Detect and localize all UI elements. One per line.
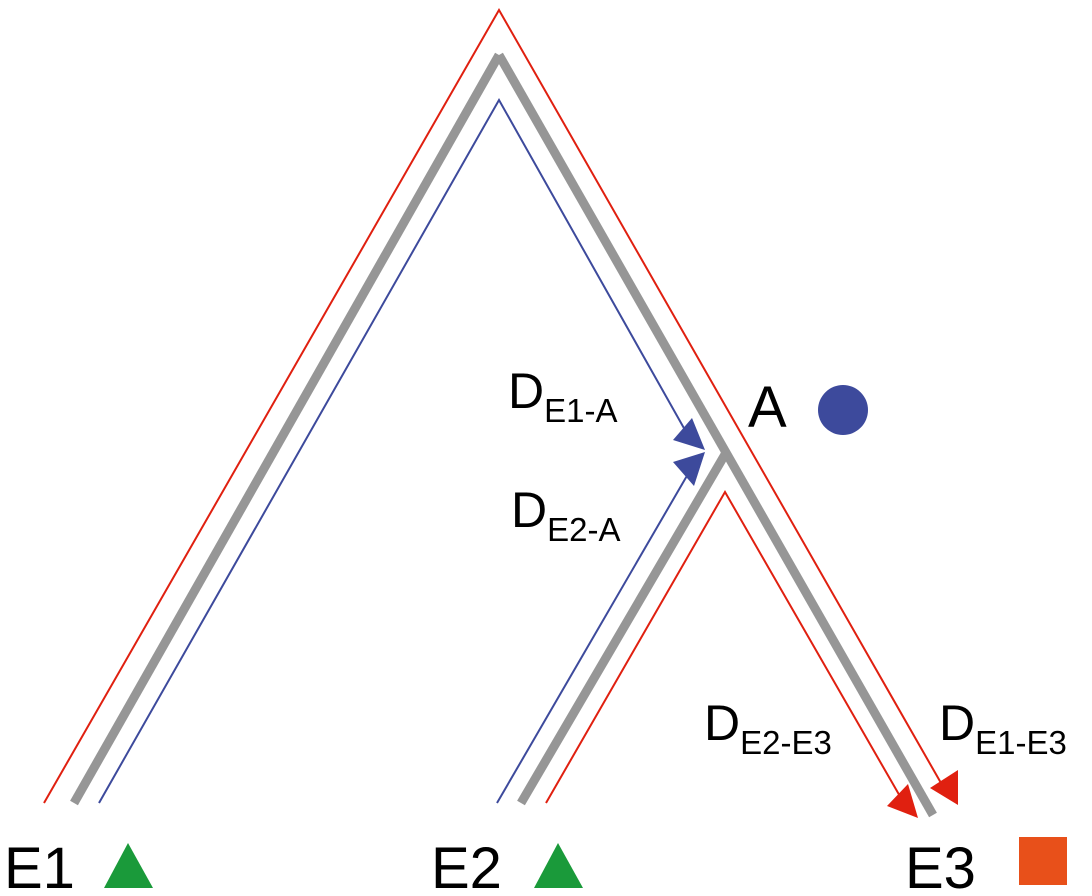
path-e1-e3	[43, 7, 946, 804]
branch-root-e1	[70, 52, 503, 806]
arrowhead-e1-e3	[930, 770, 958, 805]
path-e2-e3	[545, 489, 906, 806]
distance-label-e2-a: DE2-A	[511, 482, 620, 548]
arrowhead-e1-a	[673, 418, 705, 450]
node-label-e1: E1	[4, 836, 75, 896]
node-marker-e2	[534, 843, 583, 888]
tree-branches	[70, 52, 937, 818]
distance-label-e1-a: DE1-A	[508, 363, 617, 429]
node-marker-e3	[1019, 837, 1067, 885]
node-label-e2: E2	[431, 836, 502, 896]
branch-root-e3	[495, 52, 937, 818]
arrowhead-e2-e3	[887, 784, 918, 818]
branch-a-e2	[517, 448, 731, 806]
node-label-a: A	[748, 375, 787, 440]
node-marker-a	[818, 385, 868, 435]
arrowhead-e2-a	[673, 452, 705, 486]
distance-label-e1-e3: DE1-E3	[939, 695, 1067, 761]
node-label-e3: E3	[905, 836, 976, 896]
path-e1-a	[98, 97, 686, 804]
node-marker-e1	[104, 843, 153, 888]
distance-label-e2-e3: DE2-E3	[704, 695, 832, 761]
path-e2-a	[496, 473, 689, 804]
